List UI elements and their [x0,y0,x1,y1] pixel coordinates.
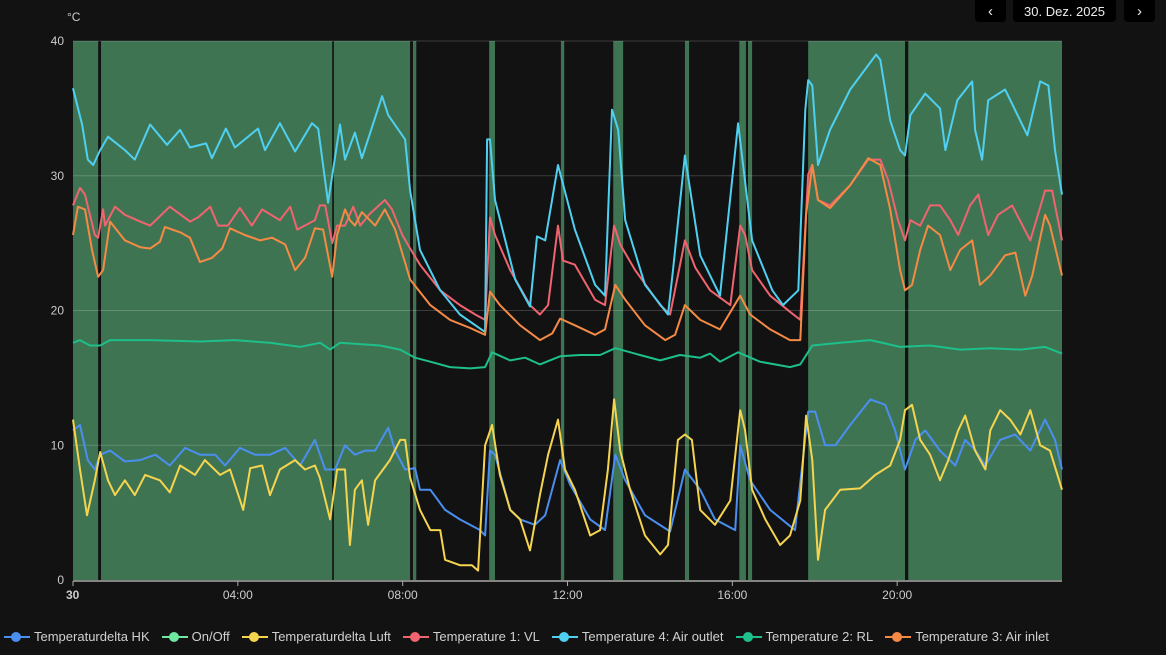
series-line-temperature-4-air-outlet [72,53,1063,334]
y-tick-label: 10 [51,438,65,452]
legend-item[interactable]: Temperature 2: RL [735,629,874,644]
y-tick-label: 30 [51,169,65,183]
legend-marker-icon [735,630,762,644]
legend-marker-icon [551,630,578,644]
x-tick-label: 30 [66,588,80,602]
legend-item[interactable]: Temperature 3: Air inlet [885,629,1049,644]
legend-label: Temperature 4: Air outlet [581,629,724,644]
legend-label: Temperature 1: VL [432,629,540,644]
chevron-right-icon: › [1137,2,1142,20]
x-tick-label: 08:00 [388,588,418,602]
x-tick-label: 20:00 [882,588,912,602]
x-tick-label: 04:00 [223,588,253,602]
onoff-on-band [747,41,753,580]
onoff-on-band [613,41,624,580]
legend-item[interactable]: Temperature 1: VL [402,629,540,644]
legend-marker-icon [241,630,268,644]
x-tick-label: 16:00 [717,588,747,602]
legend-item[interactable]: Temperaturdelta Luft [241,629,391,644]
legend-item[interactable]: Temperature 4: Air outlet [551,629,724,644]
legend-marker-icon [4,630,30,644]
onoff-on-band [101,41,333,580]
next-day-button[interactable]: › [1124,0,1155,22]
legend-marker-icon [161,630,188,644]
legend-marker-icon [402,630,429,644]
onoff-on-band [73,41,99,580]
legend-marker-icon [885,630,912,644]
chart-legend: Temperaturdelta HK On/Off Temperaturdelta … [4,629,1049,644]
series-line-temperaturdelta-hk [72,398,1063,537]
y-tick-label: 40 [51,34,65,48]
legend-label: On/Off [191,629,230,644]
onoff-on-band [489,41,495,580]
onoff-on-band [739,41,746,580]
legend-label: Temperature 3: Air inlet [915,629,1049,644]
y-tick-label: 20 [51,304,65,318]
series-line-temperaturdelta-luft [72,398,1063,572]
series-line-temperature-2-rl [72,339,1063,370]
legend-label: Temperaturdelta HK [34,629,150,644]
y-tick-label: 0 [57,573,64,587]
previous-day-button[interactable]: ‹ [975,0,1006,22]
series-line-temperature-3-air-inlet [72,157,1063,342]
onoff-on-band [684,41,690,580]
series-line-temperature-1-vl [72,158,1063,321]
onoff-on-band [412,41,417,580]
date-picker-button[interactable]: 30. Dez. 2025 [1013,0,1116,22]
legend-item[interactable]: On/Off [161,629,230,644]
onoff-on-band [560,41,565,580]
legend-label: Temperature 2: RL [765,629,874,644]
legend-label: Temperaturdelta Luft [271,629,391,644]
x-tick-label: 12:00 [552,588,582,602]
y-axis-unit-label: °C [67,10,81,24]
temperature-chart: °C 0 10 20 30 40 30 04:00 08:00 12:00 16:00 20:00 [51,10,1063,602]
chevron-left-icon: ‹ [988,2,993,20]
legend-item[interactable]: Temperaturdelta HK [4,629,150,644]
onoff-on-band [808,41,905,580]
